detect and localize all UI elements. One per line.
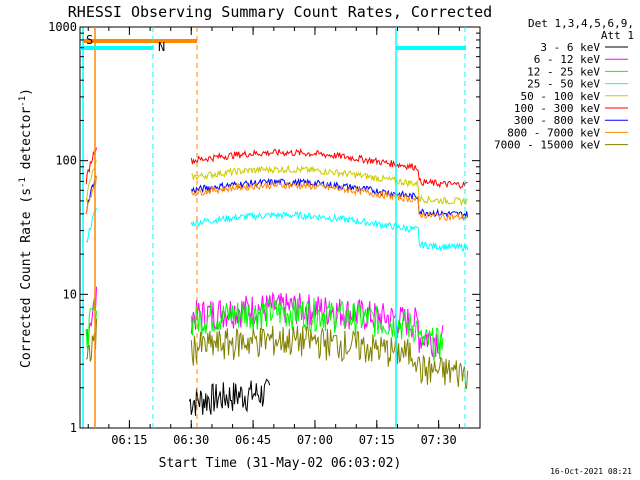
- legend-label-6: 300 - 800 keV: [514, 114, 600, 127]
- series-4-segment-1: [191, 164, 468, 207]
- x-tick-label-0: 06:15: [111, 433, 147, 447]
- series-2-segment-1: [190, 297, 444, 361]
- y-label-main: Corrected Count Rate (s: [19, 188, 34, 368]
- x-tick-label-2: 06:45: [235, 433, 271, 447]
- series-6-segment-1: [190, 177, 469, 220]
- y-label-end: ): [19, 88, 34, 96]
- legend-label-5: 100 - 300 keV: [514, 102, 600, 115]
- plot-frame: [79, 26, 481, 429]
- series-1-segment-1: [190, 291, 444, 357]
- series-0-segment-0: [188, 378, 271, 416]
- y-tick-label-0: 1: [70, 421, 77, 435]
- x-tick-label-4: 07:15: [359, 433, 395, 447]
- legend-label-3: 25 - 50 keV: [527, 78, 600, 91]
- x-tick-label-3: 07:00: [297, 433, 333, 447]
- series-layer: [85, 147, 469, 416]
- legend-label-2: 12 - 25 keV: [527, 65, 600, 78]
- legend-header-2: Att 1: [601, 29, 634, 42]
- chart-title: RHESSI Observing Summary Count Rates, Co…: [68, 3, 492, 21]
- x-tick-label-1: 06:30: [173, 433, 209, 447]
- footer-timestamp: 16-Oct-2021 08:21: [550, 467, 632, 476]
- series-8-segment-1: [190, 325, 469, 390]
- plot-border: [79, 26, 481, 429]
- y-label-mid: detector: [19, 107, 34, 178]
- series-7-segment-1: [190, 180, 468, 222]
- legend-label-1: 6 - 12 keV: [534, 53, 601, 66]
- x-tick-label-5: 07:30: [421, 433, 457, 447]
- y-axis-label: Corrected Count Rate (s-1 detector-1): [18, 88, 34, 368]
- legend-label-4: 50 - 100 keV: [521, 90, 601, 103]
- y-label-sup1: -1: [18, 177, 28, 188]
- axes-layer: 1 10 100 1000 06:15 06:30 06:45 07:00 07:15 07:30: [48, 20, 480, 447]
- legend-label-8: 7000 - 15000 keV: [494, 139, 600, 152]
- night-label: N: [158, 40, 165, 54]
- y-tick-label-2: 100: [55, 154, 77, 168]
- legend-label-7: 800 - 7000 keV: [507, 126, 600, 139]
- series-3-segment-1: [190, 211, 469, 252]
- saa-label: S: [86, 33, 93, 47]
- series-5-segment-1: [190, 148, 468, 190]
- y-tick-label-3: 1000: [48, 20, 77, 34]
- y-tick-label-1: 10: [63, 287, 77, 301]
- legend-header-1: Det 1,3,4,5,6,9,: [528, 17, 634, 30]
- x-axis-label: Start Time (31-May-02 06:03:02): [159, 456, 402, 471]
- y-label-sup2: -1: [18, 96, 28, 107]
- legend-label-0: 3 - 6 keV: [540, 41, 600, 54]
